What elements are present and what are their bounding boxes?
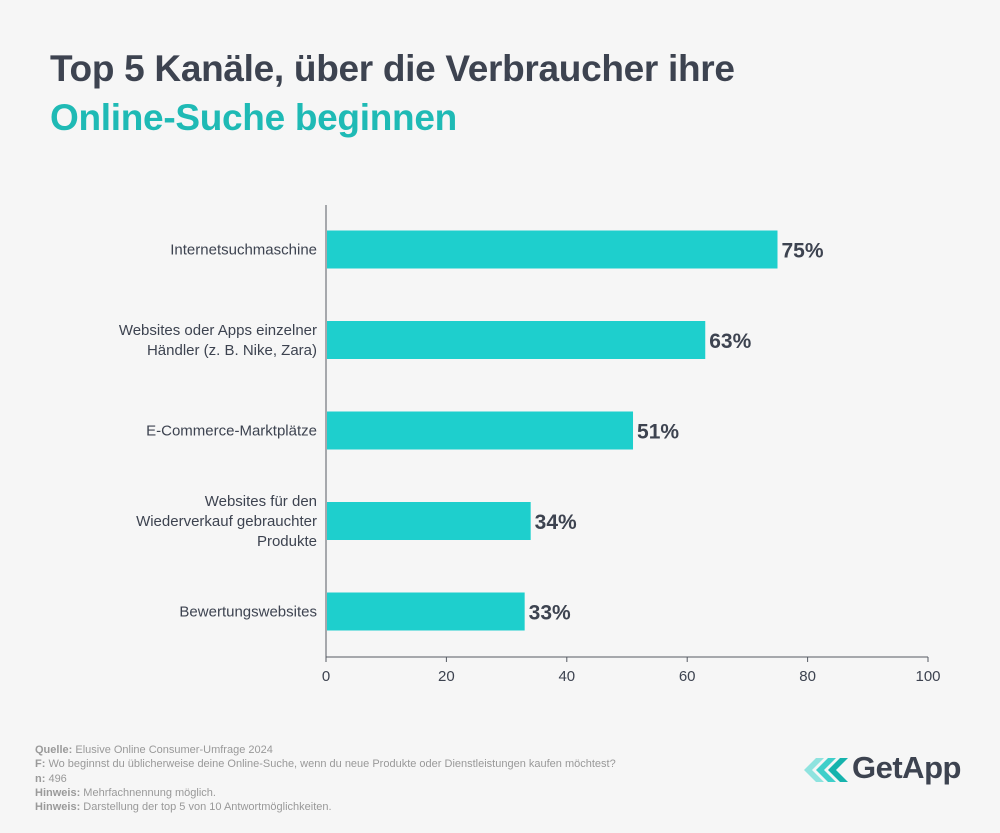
footnote-sample-size: n: 496 (35, 772, 616, 786)
footnote-label: F: (35, 758, 46, 771)
title-line-1: Top 5 Kanäle, über die Verbraucher ihre (50, 48, 735, 89)
footnote-label: n: (35, 772, 46, 785)
footnote-note-2: Hinweis: Darstellung der top 5 von 10 An… (35, 800, 616, 814)
category-label: Websites für den (205, 493, 317, 510)
getapp-chevrons-icon (804, 758, 848, 782)
footnote-label: Quelle: (35, 744, 73, 756)
getapp-logo: GetApp (804, 750, 979, 788)
footnote-source: Quelle: Elusive Online Consumer-Umfrage … (35, 743, 616, 757)
footnote-text: Darstellung der top 5 von 10 Antwortmögl… (80, 801, 332, 814)
footnote-note-1: Hinweis: Mehrfachnennung möglich. (35, 786, 616, 800)
title-line-2: Online-Suche beginnen (50, 97, 457, 138)
bar (327, 502, 531, 540)
bar-chart: 0 20 40 60 80 100 75% Internetsuchmaschine 63% We… (119, 205, 941, 685)
x-tick-label: 80 (799, 668, 816, 685)
getapp-logo-text: GetApp (852, 750, 961, 785)
bar (327, 411, 634, 450)
x-tick-label: 100 (915, 668, 940, 685)
category-label: Händler (z. B. Nike, Zara) (147, 342, 317, 359)
x-tick-label: 20 (438, 668, 455, 685)
category-label: Bewertungswebsites (179, 604, 317, 621)
footnote-text: Mehrfachnennung möglich. (80, 786, 216, 799)
bar-value-label: 75% (782, 240, 824, 263)
bar-value-label: 51% (637, 421, 679, 444)
bar-value-label: 33% (529, 602, 571, 625)
footnote-text: Elusive Online Consumer-Umfrage 2024 (72, 744, 273, 756)
category-label: Websites oder Apps einzelner (119, 322, 317, 339)
category-label: Wiederverkauf gebrauchter (136, 513, 317, 530)
x-tick-label: 40 (558, 668, 575, 685)
x-tick-label: 0 (322, 668, 330, 685)
footnote-label: Hinweis: (35, 801, 81, 814)
bar-value-label: 63% (709, 330, 751, 353)
bar (327, 321, 706, 359)
bar-value-label: 34% (535, 511, 577, 534)
x-tick-label: 60 (679, 668, 696, 685)
chart-title: Top 5 Kanäle, über die Verbraucher ihre … (50, 44, 735, 142)
footnote-question: F: Wo beginnst du üblicherweise deine On… (35, 757, 616, 771)
chart-footnotes: Quelle: Elusive Online Consumer-Umfrage … (35, 743, 616, 814)
footnote-text: Wo beginnst du üblicherweise deine Onlin… (45, 758, 616, 771)
category-label: E-Commerce-Marktplätze (146, 423, 317, 440)
footnote-text: 496 (45, 772, 67, 785)
category-label: Produkte (257, 533, 317, 550)
category-label: Internetsuchmaschine (170, 242, 317, 259)
bar (327, 592, 525, 631)
bar (327, 230, 778, 269)
footnote-label: Hinweis: (35, 786, 81, 799)
